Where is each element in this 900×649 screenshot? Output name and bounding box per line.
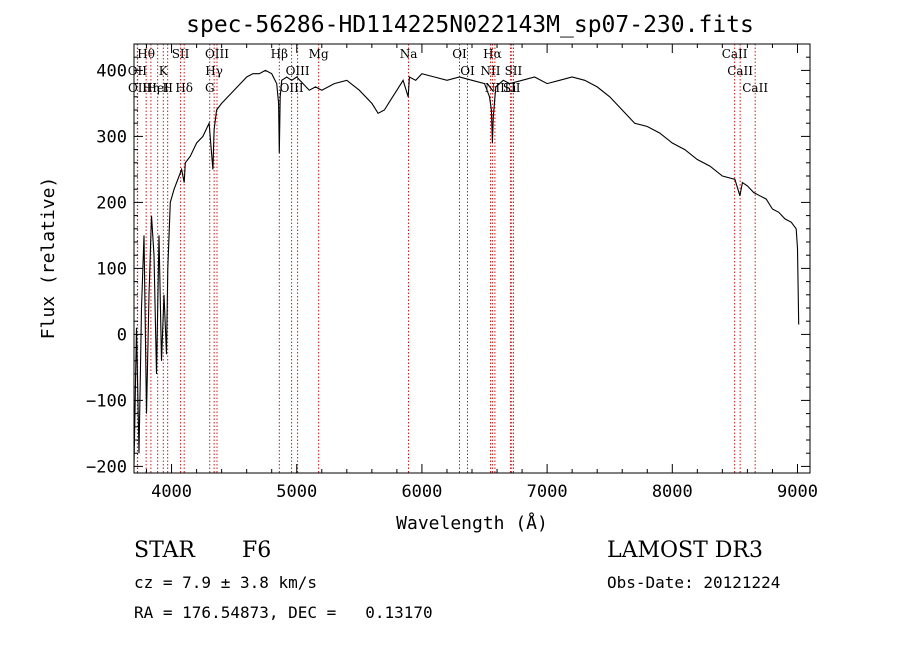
y-axis-label: Flux (relative) [38,177,59,340]
y-tick-label: −200 [86,457,127,477]
y-axis: −200 −100 0 100 200 300 400 [86,56,810,477]
line-label: Na [400,47,418,61]
coordinates: RA = 176.54873, DEC = 0.13170 [134,603,433,622]
line-label: OI [452,47,467,61]
chart-title: spec-56286-HD114225N022143M_sp07-230.fit… [186,12,754,38]
line-label: OIII [280,81,304,95]
line-label: OII [128,81,148,95]
object-subclass: F6 [242,538,272,563]
line-label: SII [505,64,523,78]
line-label: Hγ [205,64,223,78]
line-label: SII [172,47,190,61]
line-label: SII [503,81,521,95]
line-label: Hβ [271,47,288,61]
line-label: H [162,81,172,95]
y-tick-label: 400 [96,61,127,81]
x-tick-label: 6000 [401,482,442,502]
y-tick-label: 200 [96,193,127,213]
x-axis-label: Wavelength (Å) [396,512,548,534]
line-label: OI [460,64,475,78]
line-label: G [205,81,215,95]
line-label: CaII [742,81,768,95]
x-tick-label: 9000 [777,482,818,502]
line-label: OIII [286,64,310,78]
line-label: Hθ [137,47,155,61]
y-tick-label: 300 [96,127,127,147]
object-class: STAR [134,538,195,563]
x-tick-label: 5000 [276,482,317,502]
redshift-velocity: cz = 7.9 ± 3.8 km/s [134,573,318,592]
x-tick-label: 4000 [151,482,192,502]
observation-date: Obs-Date: 20121224 [607,573,781,592]
survey-name: LAMOST DR3 [607,538,763,563]
line-label: HeI [147,81,170,95]
line-label: K [159,64,169,78]
line-label: NII [485,81,505,95]
plot-frame [133,43,811,474]
x-tick-label: 7000 [527,482,568,502]
x-tick-label: 8000 [652,482,693,502]
line-label: Li [505,81,517,95]
line-label: CaII [727,64,753,78]
spectral-line-markers [136,44,756,473]
line-label: CaII [722,47,748,61]
line-label: OII [128,64,148,78]
line-label: Mg [309,47,329,61]
line-label: Hδ [175,81,193,95]
y-tick-label: −100 [86,391,127,411]
line-label: Hη [142,81,160,95]
line-label: Hα [483,47,502,61]
line-label: OIII [205,47,229,61]
line-label: NII [481,64,501,78]
y-tick-label: 100 [96,259,127,279]
x-axis: 4000 5000 6000 7000 8000 9000 [146,44,818,502]
y-tick-label: 0 [117,325,127,345]
spectrum-line [133,69,800,467]
